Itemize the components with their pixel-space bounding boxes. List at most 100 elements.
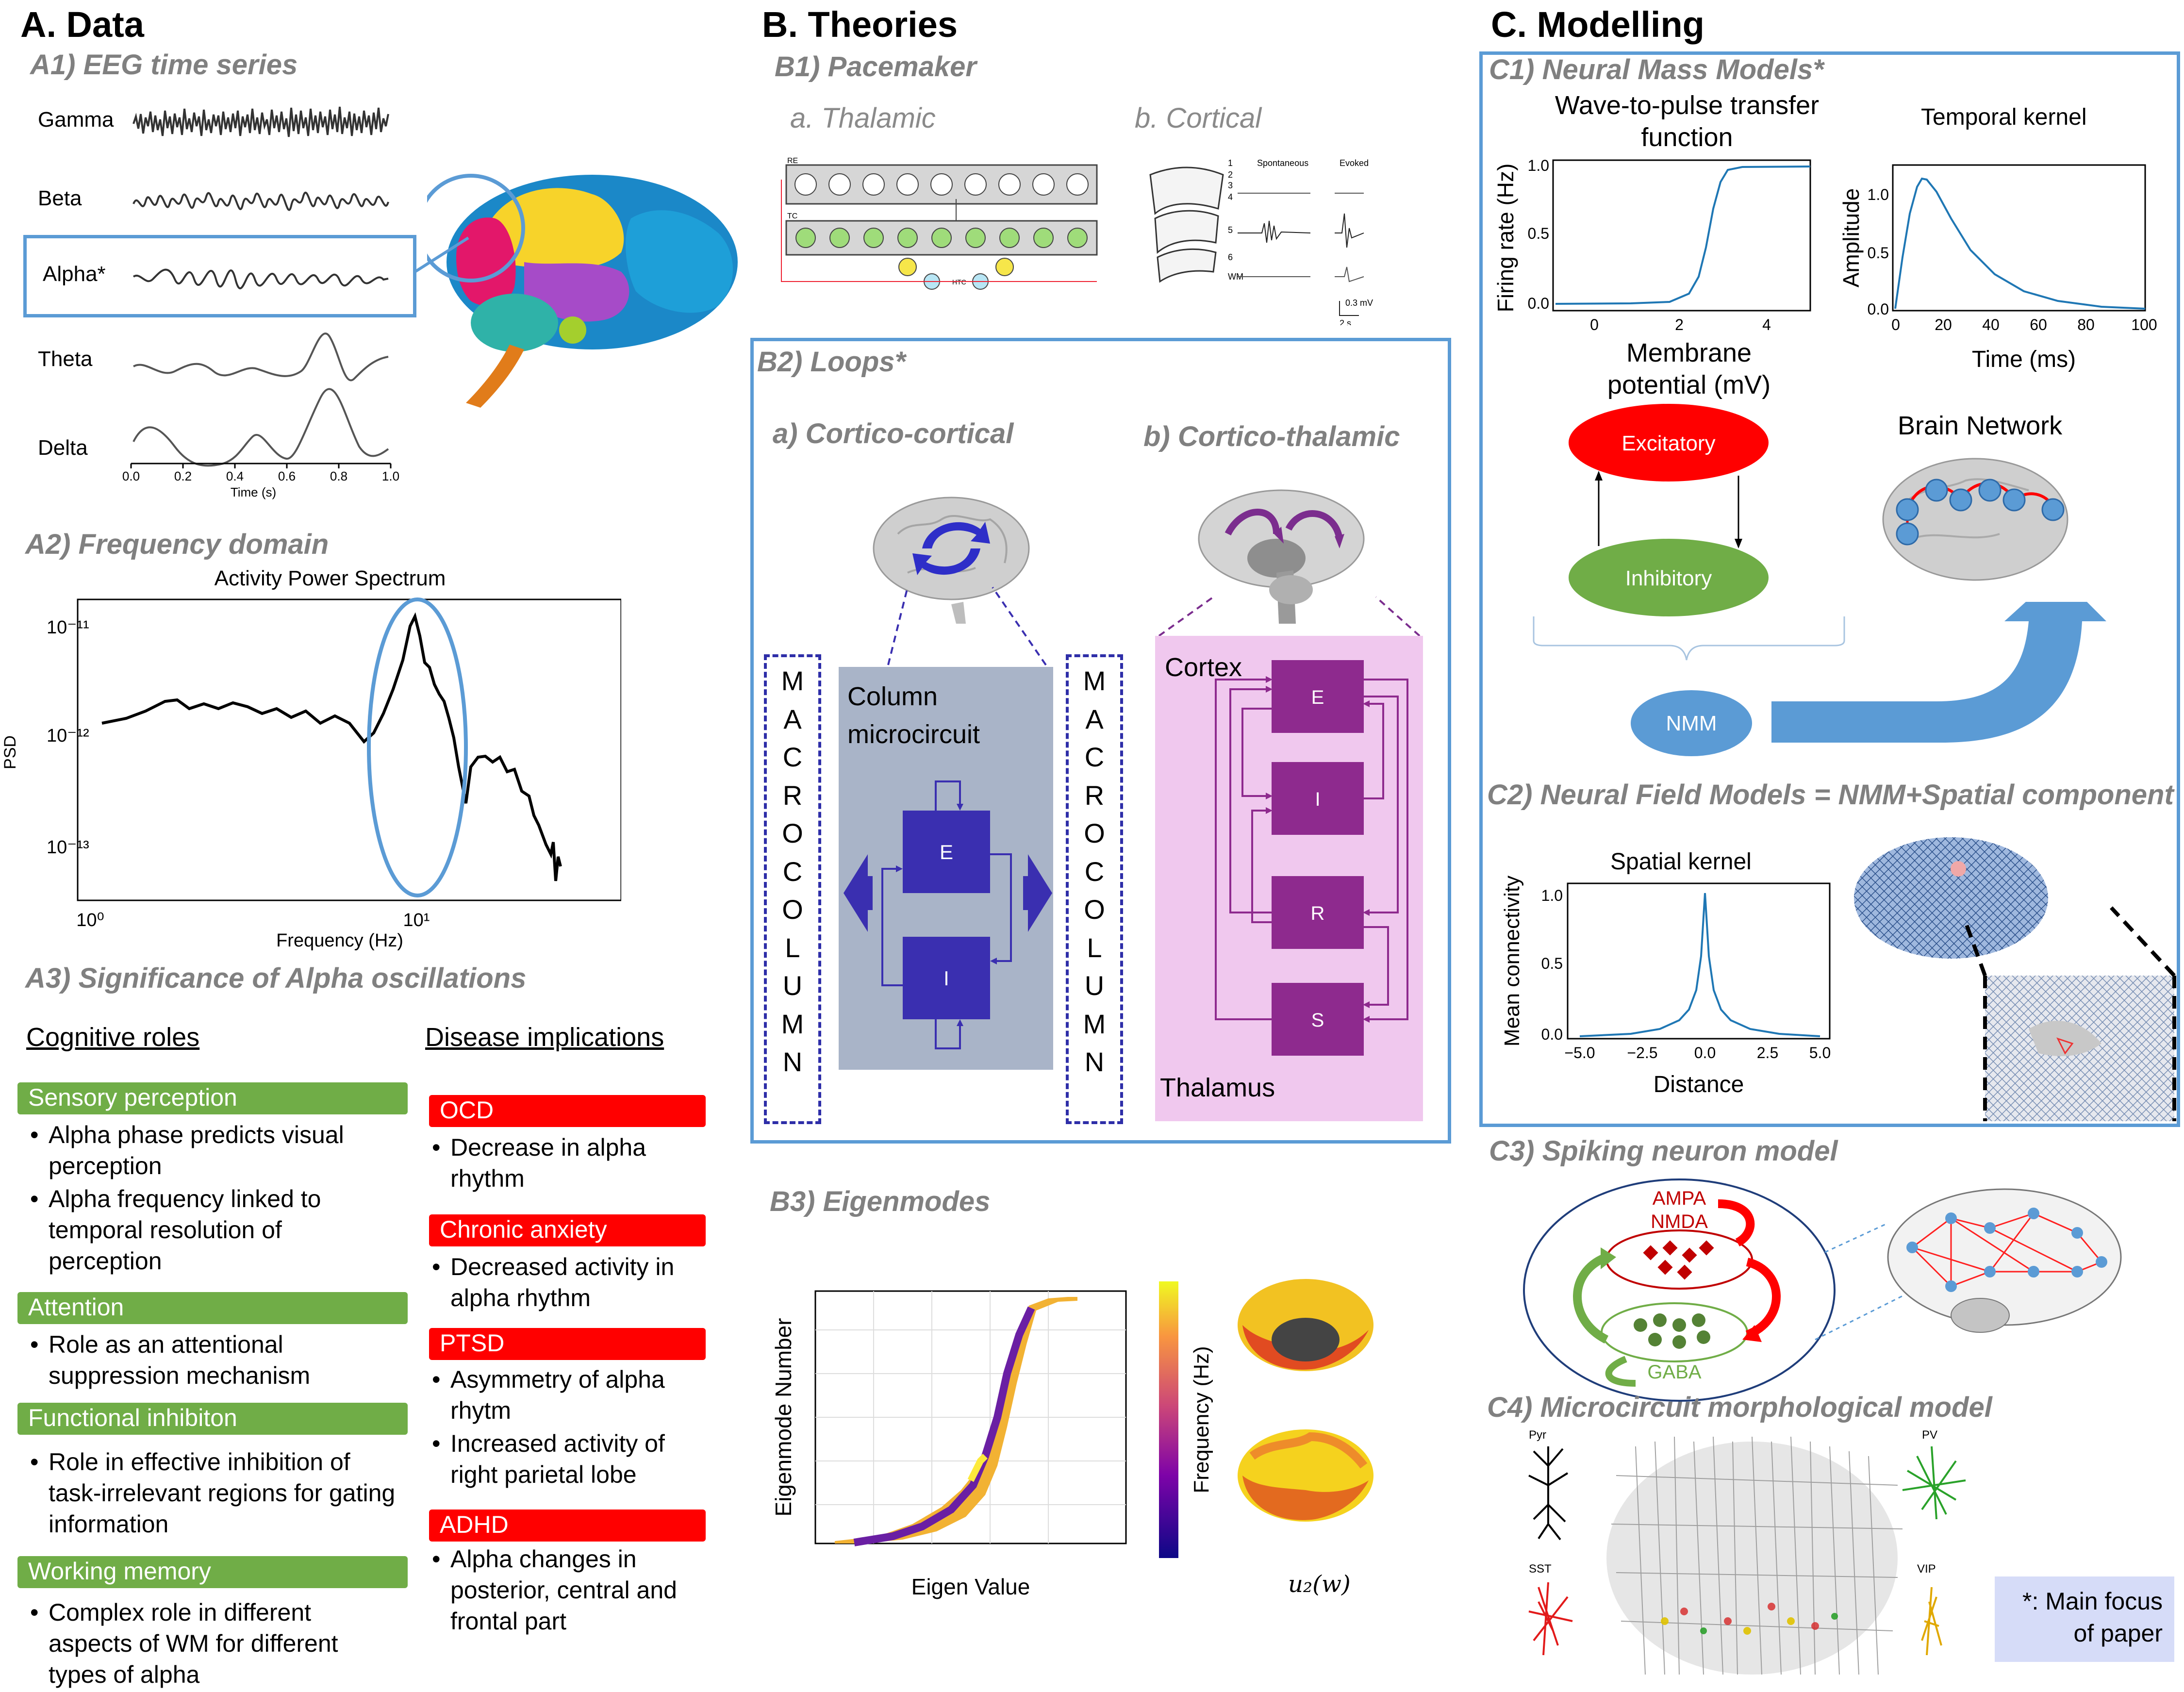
macro-letter: O	[782, 818, 803, 848]
band-label-delta: Delta	[38, 436, 88, 460]
column-left-arrow	[844, 854, 873, 932]
time-tick-2: 0.4	[226, 469, 244, 483]
layer-label: 4	[1228, 192, 1233, 202]
scale-t: 2 s	[1340, 318, 1351, 325]
psd-ytick-12: 10⁻¹²	[47, 726, 89, 746]
bullet-item: Asymmetry of alpha rhytm	[429, 1364, 701, 1426]
eigen-curve-band	[835, 1297, 1077, 1543]
time-tick-4: 0.8	[330, 469, 347, 483]
kernel-xlabel: Time (ms)	[1972, 347, 2076, 372]
sst-label: SST	[1529, 1562, 1552, 1576]
pyr-label: Pyr	[1529, 1428, 1546, 1442]
psd-ytick-13: 10⁻¹³	[47, 837, 89, 858]
spatial-xlabel: Distance	[1654, 1072, 1744, 1097]
kernel-curve	[1894, 177, 2146, 310]
time-tick-3: 0.6	[278, 469, 296, 483]
bullet-item: Complex role in different aspects of WM …	[27, 1597, 396, 1690]
psd-xlabel: Frequency (Hz)	[276, 930, 403, 951]
b2-title: B2) Loops*	[757, 346, 906, 378]
wave-ytick: 0.0	[1528, 295, 1549, 312]
macrocolumn-right: M A C R O C O L U M N	[1066, 654, 1123, 1124]
pv-label: PV	[1922, 1428, 1937, 1442]
nmm-brace-arrow: NMM	[1533, 602, 2106, 756]
band-label-gamma: Gamma	[38, 108, 114, 132]
layer-label: 6	[1228, 252, 1233, 262]
ocd-bullets: Decrease in alpha rhythm	[429, 1132, 701, 1196]
cortico-cortical-title: a) Cortico-cortical	[773, 418, 1014, 449]
ampa-label: AMPA	[1653, 1188, 1706, 1209]
kernel-xtick: 60	[2030, 316, 2047, 333]
brain-network-illustration	[1882, 458, 2068, 581]
adhd-bullets: Alpha changes in posterior, central and …	[429, 1543, 701, 1639]
spatial-ylabel: Mean connectivity	[1500, 876, 1524, 1046]
time-tick-5: 1.0	[382, 469, 399, 483]
macro-letter: C	[1084, 856, 1105, 887]
kernel-xtick: 100	[2131, 316, 2157, 333]
temporal-kernel-chart: 1.0 0.5 0.0 0 20 40 60 80 100 Amplitude …	[1838, 164, 2157, 372]
cognitive-roles-header: Cognitive roles	[26, 1023, 200, 1052]
layer-label: 3	[1228, 181, 1233, 190]
macro-letter: R	[1084, 780, 1105, 811]
macro-letter: L	[785, 932, 800, 963]
section-b-title: B. Theories	[762, 4, 958, 45]
inhibitory-label: Inhibitory	[1625, 566, 1712, 590]
frequency-colorbar: Frequency (Hz)	[1159, 1281, 1213, 1558]
evoked-label: Evoked	[1340, 158, 1369, 168]
macro-letter: U	[1084, 970, 1105, 1001]
spatial-ytick: 0.5	[1541, 955, 1563, 972]
brain-network-title: Brain Network	[1898, 411, 2063, 440]
macro-letter: N	[782, 1046, 803, 1077]
macro-letter: C	[782, 856, 803, 887]
psd-chart-title: Activity Power Spectrum	[215, 566, 446, 590]
thalamus-label: Thalamus	[1160, 1073, 1275, 1102]
kernel-ytick: 1.0	[1868, 186, 1889, 203]
kernel-ytick: 0.5	[1868, 244, 1889, 262]
macro-letter: L	[1087, 932, 1102, 963]
temporal-kernel-title: Temporal kernel	[1921, 104, 2087, 130]
kernel-xtick: 20	[1935, 316, 1952, 333]
sigmoid-curve	[1555, 166, 1811, 305]
bullet-item: Increased activity of right parietal lob…	[429, 1428, 701, 1490]
macro-letter: M	[1083, 1008, 1106, 1039]
macro-letter: C	[782, 742, 803, 772]
excitatory-label: Excitatory	[1621, 431, 1715, 455]
cortical-pacemaker-diagram: 1 2 3 4 5 6 WM Spontaneous Evoked 0.3 mV…	[1149, 158, 1373, 325]
tag-sensory-perception: Sensory perception	[17, 1082, 408, 1114]
colorbar-label: Frequency (Hz)	[1190, 1346, 1213, 1493]
macro-letter: U	[782, 970, 803, 1001]
power-spectrum-chart: Activity Power Spectrum 10⁻¹¹ 10⁻¹² 10⁻¹…	[1, 566, 621, 951]
colored-brain-illustration	[427, 174, 738, 408]
macro-letter: M	[781, 1008, 804, 1039]
theta-trace	[132, 332, 389, 382]
layer-label: 1	[1228, 158, 1233, 168]
wave-xtick: 0	[1590, 316, 1599, 333]
spatial-xtick: 0.0	[1694, 1044, 1716, 1062]
col-i-label: I	[943, 967, 949, 990]
loop-connectors	[887, 586, 1421, 666]
section-a-title: A. Data	[20, 4, 144, 45]
bullet-item: Decrease in alpha rhythm	[429, 1132, 701, 1194]
bullet-item: Role in effective inhibition of task-irr…	[27, 1446, 396, 1540]
wave-to-pulse-chart: 1.0 0.5 0.0 0 2 4 Firing rate (Hz)	[1493, 157, 1811, 333]
tag-ocd: OCD	[429, 1095, 706, 1127]
column-microcircuit-diagram: E I	[881, 780, 1012, 1049]
spatial-kernel-chart: 1.0 0.5 0.0 −5.0 −2.5 0.0 2.5 5.0 Mean c…	[1500, 876, 1831, 1097]
spatial-xtick: 5.0	[1809, 1044, 1831, 1062]
spatial-xtick: −2.5	[1627, 1044, 1657, 1062]
layer-label: 2	[1228, 170, 1233, 180]
time-xlabel: Time (s)	[231, 485, 276, 499]
spatial-ytick: 1.0	[1541, 887, 1563, 904]
macro-letter: R	[782, 780, 803, 811]
delta-trace	[132, 388, 389, 467]
macrocolumn-left: M A C R O C O L U M N	[764, 654, 821, 1124]
cortex-label: Cortex	[1165, 653, 1242, 682]
psd-xtick-0: 10⁰	[76, 910, 104, 930]
wave-ytick: 0.5	[1528, 225, 1549, 242]
spontaneous-label: Spontaneous	[1257, 158, 1308, 168]
attention-bullets: Role as an attentional suppression mecha…	[27, 1329, 396, 1393]
wave-ytick: 1.0	[1528, 157, 1549, 174]
tc-label: TC	[787, 212, 797, 220]
time-tick-1: 0.2	[174, 469, 192, 483]
spatial-kernel-title: Spatial kernel	[1610, 849, 1752, 875]
c1-title: C1) Neural Mass Models*	[1489, 54, 1824, 85]
